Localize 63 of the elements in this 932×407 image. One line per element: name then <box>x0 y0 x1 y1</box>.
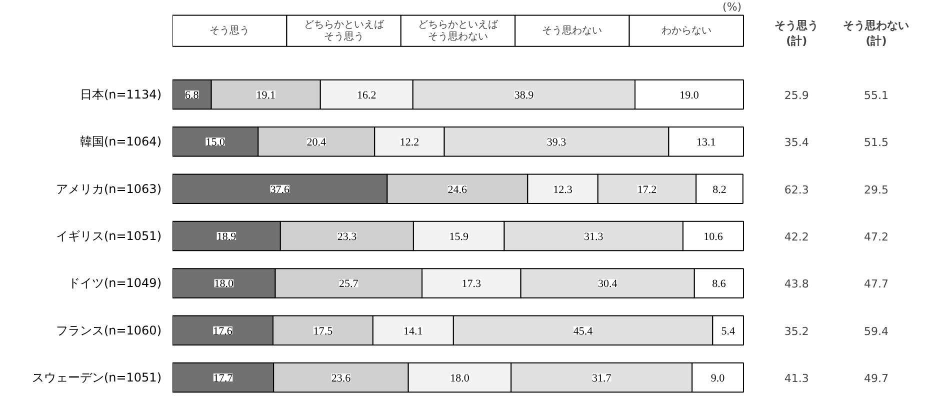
data-label: 17.6 <box>213 325 233 338</box>
text: わからない <box>661 25 712 36</box>
data-label: 17.2 <box>637 184 657 196</box>
data-label: 38.9 <box>514 89 534 102</box>
y-tick-label: スウェーデン(n=1051) <box>32 370 162 385</box>
data-label: 18.0 <box>450 372 470 385</box>
text: 51.5 <box>864 136 888 150</box>
data-label: 19.0 <box>680 89 700 102</box>
text: そう思う <box>210 25 250 36</box>
text: そう思う(計) <box>774 18 819 48</box>
data-label: 15.0 <box>206 136 226 149</box>
data-label: 12.2 <box>400 136 420 149</box>
data-label: 24.6 <box>448 184 468 196</box>
data-label: 31.7 <box>592 372 612 385</box>
text: そう思わない <box>542 25 602 36</box>
data-label: 5.4 <box>721 325 736 338</box>
text: 35.2 <box>784 324 809 338</box>
text: 59.4 <box>864 324 888 338</box>
data-label: 20.4 <box>306 136 327 149</box>
data-label: 8.6 <box>712 278 726 290</box>
data-label: 14.1 <box>404 325 423 338</box>
text: そう思わない(計) <box>843 18 910 48</box>
y-tick-label: ドイツ(n=1049) <box>68 276 162 290</box>
y-tick-label: アメリカ(n=1063) <box>56 182 162 196</box>
data-label: 19.1 <box>256 89 276 102</box>
data-label: 39.3 <box>546 136 567 149</box>
text: 55.1 <box>864 88 888 102</box>
text: 43.8 <box>784 278 809 291</box>
data-label: 30.4 <box>598 278 618 290</box>
data-label: 23.6 <box>331 372 352 385</box>
text: どちらかといえばそう思わない <box>418 19 499 42</box>
y-tick-label: フランス(n=1060) <box>56 323 162 338</box>
data-label: 6.8 <box>185 89 200 102</box>
data-label: 18.9 <box>216 231 237 244</box>
data-label: 10.6 <box>704 231 724 244</box>
text: (%) <box>722 0 742 14</box>
data-label: 25.7 <box>339 278 359 290</box>
text: 47.7 <box>864 278 888 291</box>
data-label: 8.2 <box>712 184 726 196</box>
data-label: 13.1 <box>696 136 716 149</box>
data-label: 31.3 <box>584 231 604 244</box>
data-label: 12.3 <box>553 184 573 196</box>
data-label: 17.3 <box>462 278 482 290</box>
data-label: 23.3 <box>337 231 358 244</box>
y-tick-label: 韓国(n=1064) <box>80 134 162 149</box>
y-tick-label: 日本(n=1134) <box>80 87 162 102</box>
text: 49.7 <box>864 372 888 386</box>
data-label: 18.0 <box>214 278 234 290</box>
data-label: 9.0 <box>710 372 726 385</box>
text: 35.4 <box>784 136 809 150</box>
y-tick-label: イギリス(n=1051) <box>56 229 162 244</box>
data-label: 45.4 <box>573 325 594 338</box>
text: 47.2 <box>864 230 888 244</box>
data-label: 37.6 <box>270 184 290 196</box>
text: 29.5 <box>864 183 888 196</box>
data-label: 17.5 <box>313 325 334 338</box>
data-label: 16.2 <box>357 89 376 102</box>
data-label: 15.9 <box>449 231 469 244</box>
text: 41.3 <box>784 372 809 386</box>
text: 42.2 <box>784 230 809 244</box>
text: 62.3 <box>784 183 809 196</box>
text: どちらかといえばそう思う <box>304 19 385 42</box>
text: 25.9 <box>784 88 809 102</box>
